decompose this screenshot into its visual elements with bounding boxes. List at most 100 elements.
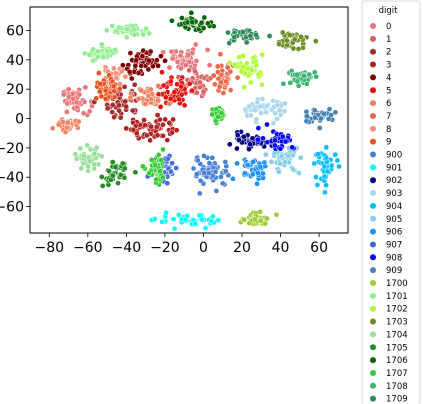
- point-901: [215, 217, 222, 224]
- point-1705: [115, 180, 121, 186]
- point-1705: [132, 169, 139, 176]
- point-1701: [146, 30, 152, 37]
- point-1701: [104, 48, 111, 54]
- point-7: [216, 84, 223, 90]
- point-903: [242, 106, 249, 113]
- point-901: [192, 220, 198, 227]
- point-5: [178, 83, 185, 90]
- series-1704: [72, 142, 105, 174]
- point-901: [196, 212, 203, 219]
- legend-marker: [370, 215, 376, 222]
- point-905: [277, 160, 283, 167]
- series-1708: [280, 68, 319, 89]
- series-1709: [225, 27, 273, 46]
- point-4: [133, 57, 140, 64]
- point-909: [311, 114, 318, 121]
- y-tick-label: 20: [6, 82, 24, 98]
- point-3: [164, 137, 171, 143]
- legend-marker: [370, 100, 376, 107]
- legend-label: 1703: [386, 318, 408, 328]
- point-1709: [226, 40, 233, 46]
- x-tick-label: 40: [272, 240, 290, 256]
- point-903: [277, 112, 284, 118]
- point-909: [332, 109, 339, 116]
- point-6: [166, 100, 173, 107]
- point-1701: [143, 25, 150, 32]
- point-1707: [158, 157, 164, 163]
- legend-label: 7: [386, 112, 391, 122]
- point-903: [259, 96, 266, 102]
- point-903: [252, 107, 258, 114]
- point-0: [168, 48, 175, 55]
- point-905: [285, 152, 292, 159]
- point-5: [171, 89, 178, 96]
- point-1701: [94, 48, 101, 55]
- point-1707: [155, 152, 162, 158]
- legend-label: 1702: [386, 305, 408, 315]
- x-tick-label: 20: [233, 240, 251, 256]
- point-6: [155, 83, 162, 89]
- point-0: [76, 91, 83, 98]
- legend-marker: [370, 318, 376, 325]
- legend-marker: [370, 292, 376, 299]
- point-904: [328, 162, 335, 169]
- point-1704: [87, 158, 93, 165]
- point-0: [193, 58, 200, 64]
- point-903: [257, 103, 264, 110]
- point-900: [193, 171, 200, 177]
- point-1706: [188, 9, 195, 16]
- point-9: [96, 70, 102, 76]
- point-903: [254, 99, 261, 106]
- point-3: [133, 130, 140, 137]
- point-0: [82, 84, 89, 91]
- point-1703: [312, 38, 319, 44]
- point-902: [236, 137, 242, 143]
- point-2: [116, 107, 122, 114]
- point-4: [162, 57, 168, 64]
- point-8: [110, 65, 117, 72]
- point-1703: [279, 29, 286, 36]
- point-900: [222, 168, 229, 174]
- point-0: [81, 99, 88, 105]
- point-903: [270, 120, 277, 126]
- point-1706: [189, 19, 196, 25]
- point-906: [250, 158, 257, 165]
- point-906: [234, 160, 240, 167]
- point-1706: [200, 25, 207, 32]
- point-900: [206, 160, 213, 166]
- legend-marker: [370, 395, 376, 402]
- point-909: [325, 116, 332, 122]
- point-904: [323, 182, 329, 189]
- point-909: [321, 111, 328, 117]
- point-1704: [93, 144, 100, 151]
- point-904: [332, 151, 339, 158]
- x-tick-label: −40: [112, 240, 142, 256]
- point-1704: [80, 153, 87, 159]
- point-9: [116, 85, 123, 92]
- point-909: [311, 107, 318, 114]
- legend-marker: [370, 151, 376, 158]
- point-908: [289, 144, 296, 151]
- point-1707: [152, 162, 159, 169]
- point-1706: [184, 19, 191, 26]
- series-2: [91, 81, 139, 121]
- point-5: [181, 102, 188, 109]
- y-axis: 60 40 20 0 −20 −40 −60: [0, 23, 30, 216]
- x-tick-label: −80: [34, 240, 64, 256]
- point-1704: [91, 150, 98, 157]
- legend-marker: [370, 125, 376, 132]
- legend-label: 900: [386, 151, 402, 161]
- point-1705: [99, 183, 106, 189]
- point-900: [201, 170, 208, 176]
- point-1702: [236, 54, 243, 61]
- legend-label: 1709: [386, 395, 408, 404]
- y-tick-label: 40: [6, 53, 24, 69]
- legend-marker: [370, 305, 376, 312]
- point-7: [234, 74, 241, 81]
- point-903: [263, 109, 270, 116]
- x-tick-label: 0: [199, 240, 208, 256]
- point-902: [226, 141, 233, 148]
- point-1707: [218, 110, 225, 117]
- legend-entries: 0 1 2 3 4 5 6 7 8 9 900 901 902 903 904 905 906 907 908 909…: [370, 22, 408, 404]
- point-9: [111, 88, 118, 95]
